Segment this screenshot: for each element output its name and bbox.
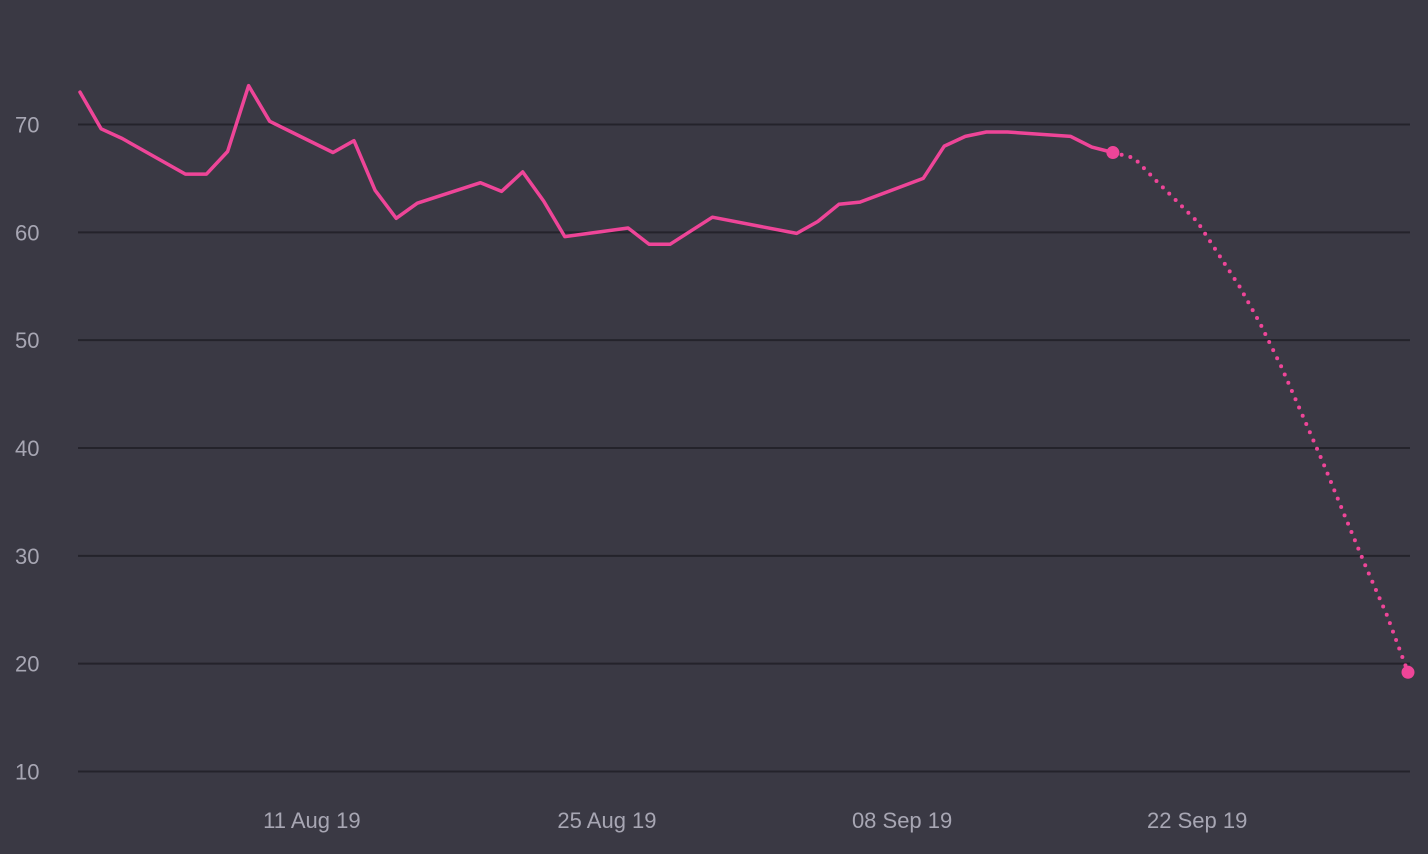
x-tick-label-3: 08 Sep 19 (852, 808, 952, 833)
y-tick-label-50: 50 (15, 328, 39, 353)
projection-start-marker (1106, 146, 1120, 160)
marker-layer (1106, 146, 1415, 679)
series-layer (78, 83, 1410, 675)
grid-layer (78, 123, 1410, 773)
y-tick-label-20: 20 (15, 652, 39, 677)
x-tick-label-1: 11 Aug 19 (263, 808, 360, 833)
projection-end-marker (1401, 665, 1415, 679)
y-tick-label-40: 40 (15, 436, 39, 461)
x-tick-label-2: 25 Aug 19 (557, 808, 656, 833)
x-axis-ticks: 11 Aug 19 25 Aug 19 08 Sep 19 22 Sep 19 (263, 808, 1247, 833)
y-tick-label-70: 70 (15, 113, 39, 138)
y-tick-label-60: 60 (15, 220, 39, 245)
y-axis-ticks: 10 20 30 40 50 60 70 (15, 113, 39, 785)
y-tick-label-30: 30 (15, 544, 39, 569)
actual-line (78, 83, 1115, 246)
y-tick-label-10: 10 (15, 760, 39, 785)
x-tick-label-4: 22 Sep 19 (1147, 808, 1247, 833)
projection-line (1110, 150, 1410, 675)
